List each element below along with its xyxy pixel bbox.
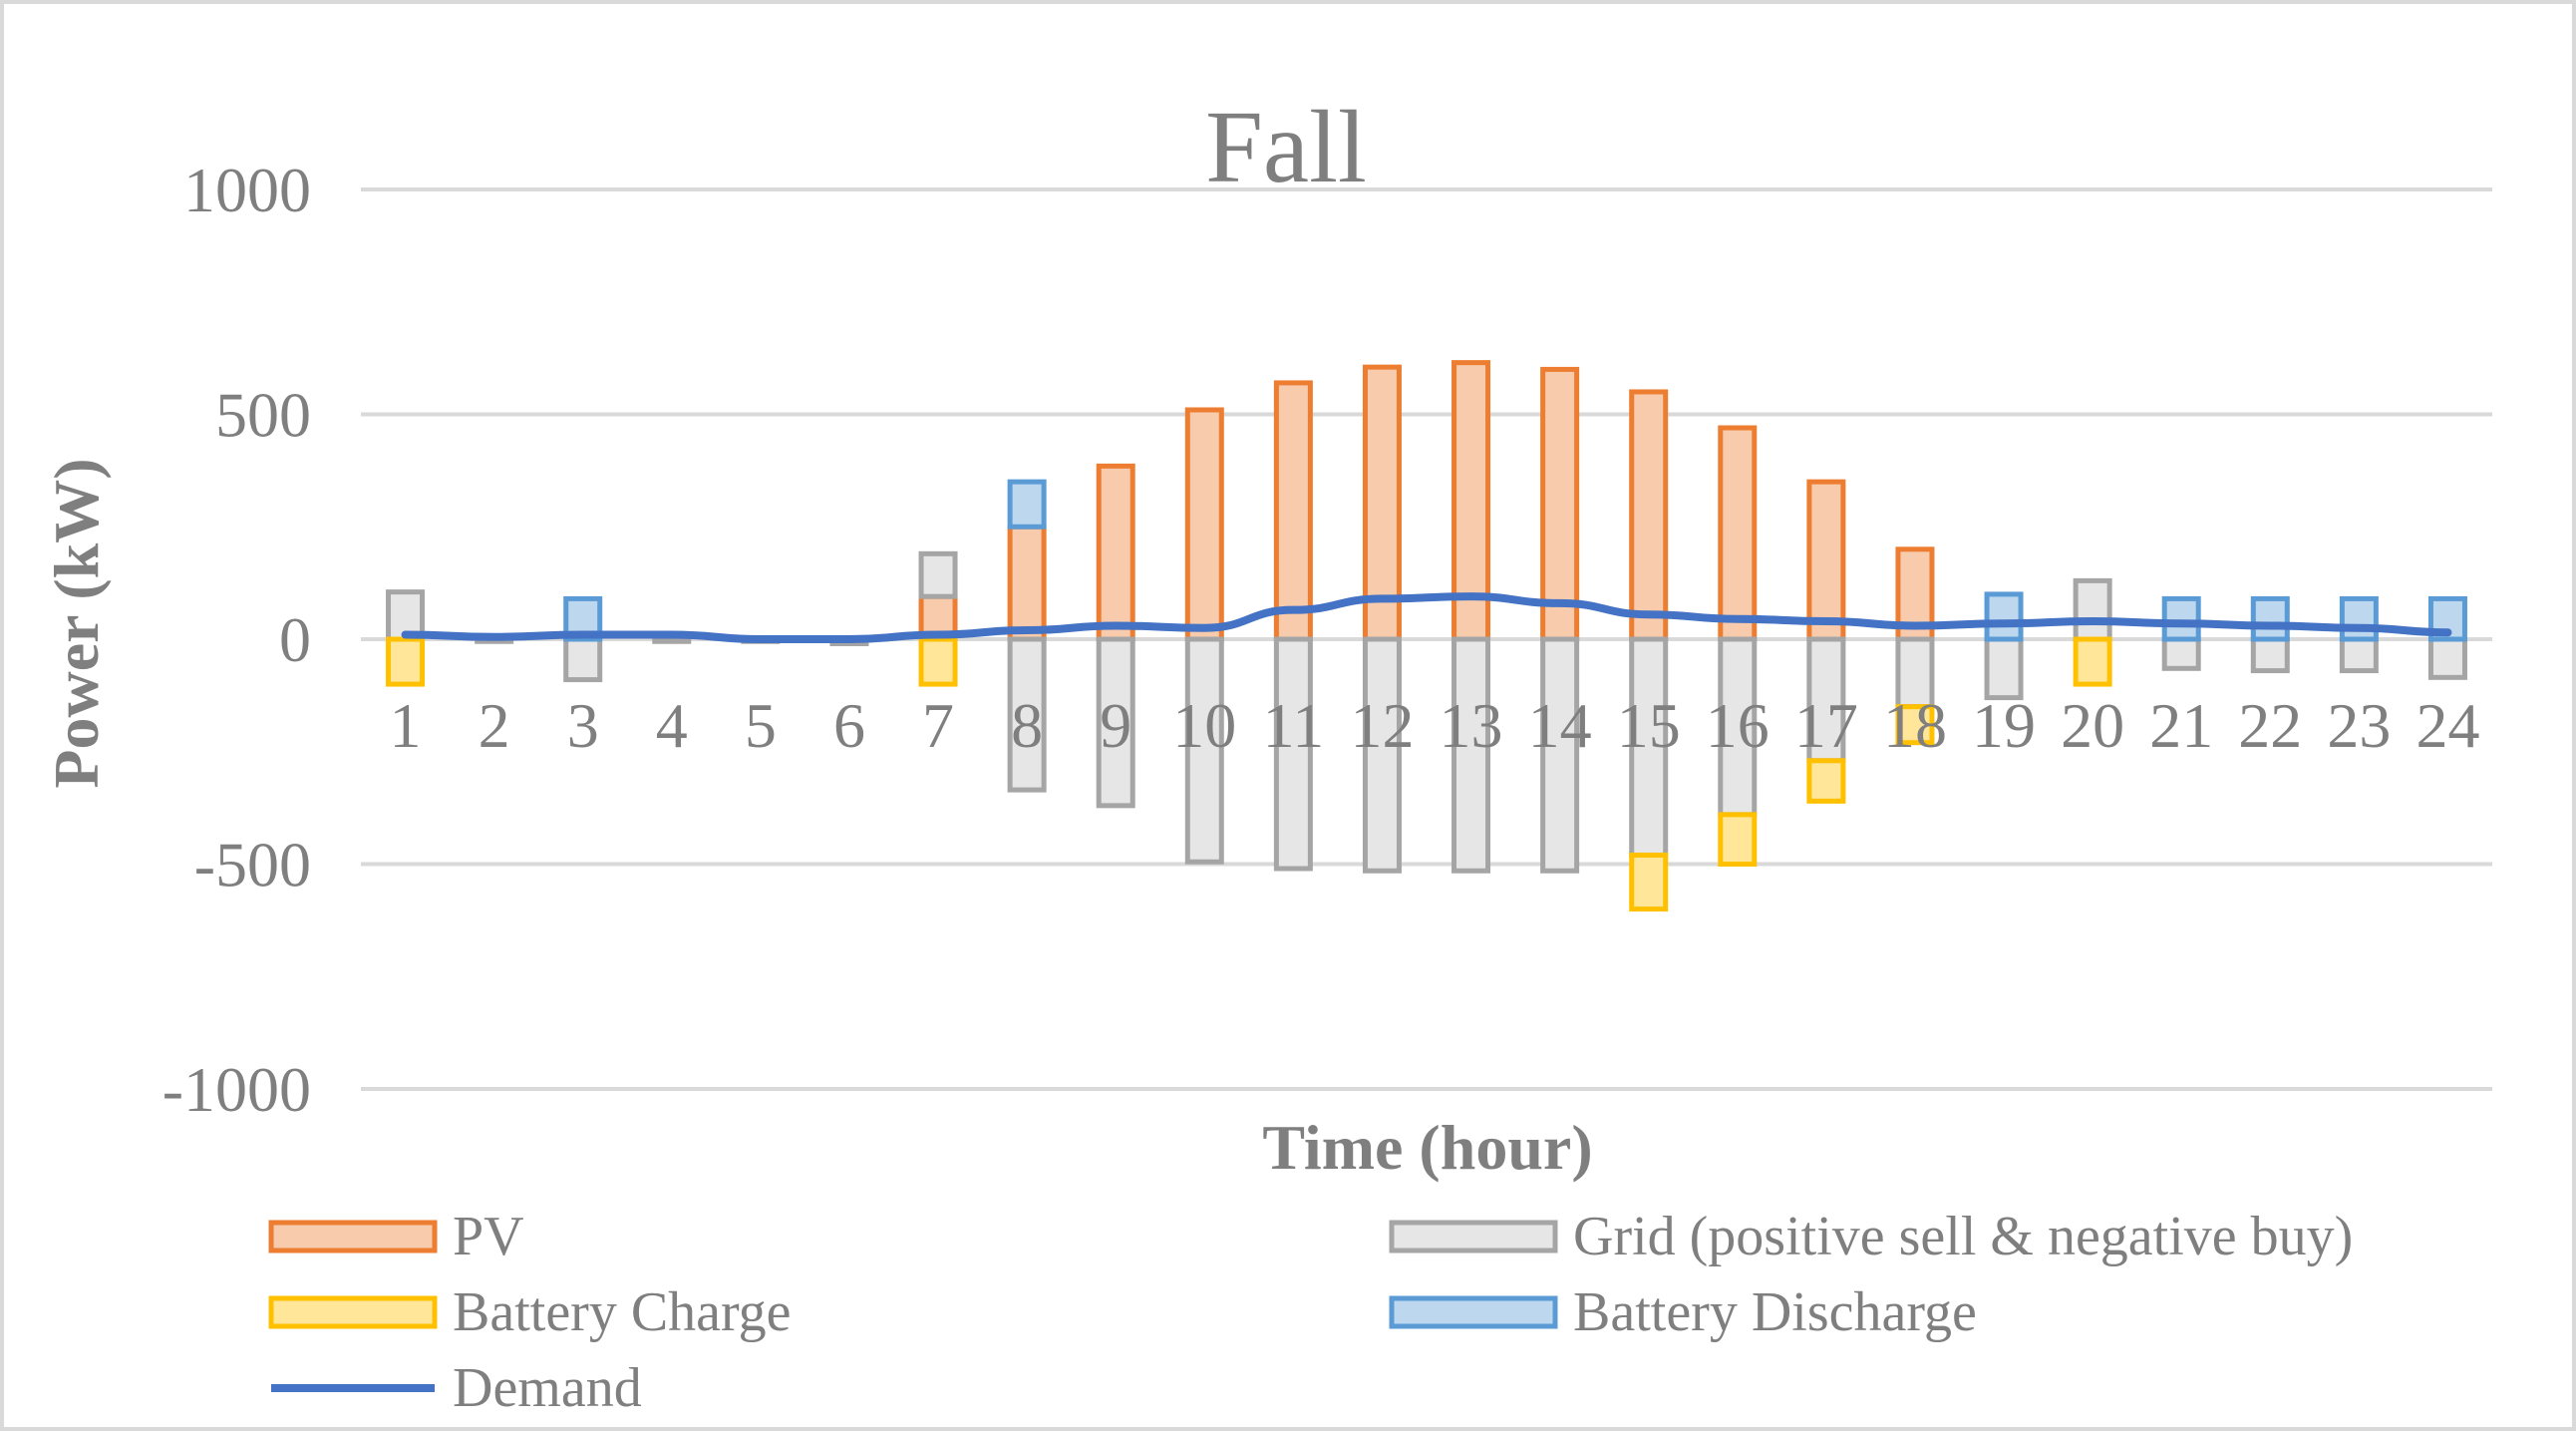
- battery-charge-bar: [386, 636, 426, 687]
- pv-bar: [1718, 425, 1758, 642]
- y-tick-label: -500: [194, 830, 311, 900]
- x-tick-label: 7: [922, 690, 954, 761]
- x-tick-label: 1: [390, 690, 422, 761]
- x-tick-label: 19: [1972, 690, 2036, 761]
- legend-label: Grid (positive sell & negative buy): [1573, 1206, 2353, 1267]
- legend-label: Battery Discharge: [1573, 1281, 1977, 1343]
- pv-bar: [1362, 364, 1402, 642]
- legend: PV Grid (positive sell & negative buy) Bat…: [268, 1206, 2353, 1419]
- battery-discharge-bar: [2161, 595, 2201, 642]
- grid-bar: [1629, 636, 1669, 858]
- x-tick-label: 16: [1706, 690, 1770, 761]
- pv-bar: [1629, 389, 1669, 642]
- battery-charge-bar: [1629, 852, 1669, 912]
- chart-title: Fall: [1205, 90, 1367, 204]
- pv-bar: [1540, 366, 1580, 642]
- legend-swatch: [1389, 1220, 1558, 1253]
- battery-discharge-bar: [1984, 591, 2024, 642]
- demand-line-layer: [401, 592, 2452, 644]
- battery-discharge-bar: [2250, 595, 2290, 642]
- battery-discharge-bar: [1007, 479, 1047, 530]
- x-tick-label: 12: [1350, 690, 1414, 761]
- x-tick-label: 10: [1172, 690, 1236, 761]
- x-tick-label: 2: [479, 690, 510, 761]
- legend-label: Demand: [453, 1357, 642, 1419]
- legend-label: Battery Charge: [453, 1281, 792, 1343]
- battery-charge-bar: [2073, 636, 2112, 687]
- x-tick-label: 17: [1794, 690, 1858, 761]
- x-tick-label: 4: [656, 690, 688, 761]
- x-tick-label: 20: [2061, 690, 2124, 761]
- y-tick-label: 1000: [183, 155, 311, 225]
- grid-bar: [918, 550, 958, 599]
- grid-bar: [1096, 636, 1135, 809]
- legend-swatch: [268, 1220, 438, 1253]
- grid-bar: [1007, 636, 1047, 793]
- grid-bar: [1984, 636, 2024, 701]
- legend-swatch: [1389, 1295, 1558, 1329]
- y-tick-label: -1000: [162, 1054, 311, 1125]
- grid-bar: [2339, 636, 2379, 674]
- x-axis-ticks: 1 2 3 4 5 6 7 8 9 10 11 12 13 14 15 16 17 18 19 20 21 22 23 24: [390, 690, 2480, 761]
- grid-bar: [1451, 636, 1491, 874]
- battery-charge-bar: [1806, 758, 1846, 804]
- x-tick-label: 6: [833, 690, 865, 761]
- grid-bar: [1273, 636, 1313, 872]
- grid-bar: [1540, 636, 1580, 874]
- grid-bar: [1184, 636, 1224, 865]
- demand-line: [401, 592, 2452, 644]
- x-tick-label: 15: [1617, 690, 1681, 761]
- pv-bar: [1273, 380, 1313, 642]
- x-tick-label: 11: [1263, 690, 1325, 761]
- bar-series: [386, 360, 2467, 912]
- y-axis-ticks: 1000 500 0 -500 -1000: [162, 155, 311, 1125]
- x-tick-label: 23: [2327, 690, 2391, 761]
- grid-bar: [563, 636, 603, 683]
- pv-bar: [1184, 407, 1224, 642]
- legend-swatch: [268, 1295, 438, 1329]
- grid-bar: [1718, 636, 1758, 818]
- y-tick-label: 0: [279, 604, 311, 675]
- grid-bar: [652, 636, 692, 644]
- y-axis-title: Power (kW): [41, 458, 112, 788]
- battery-charge-bar: [1718, 812, 1758, 868]
- x-tick-label: 14: [1528, 690, 1592, 761]
- x-tick-label: 21: [2149, 690, 2213, 761]
- grid-bar: [1362, 636, 1402, 874]
- x-tick-label: 24: [2415, 690, 2479, 761]
- y-tick-label: 500: [215, 380, 311, 451]
- legend-label: PV: [453, 1206, 524, 1267]
- x-tick-label: 22: [2238, 690, 2302, 761]
- pv-bar: [1007, 524, 1047, 642]
- battery-discharge-bar: [2339, 595, 2379, 642]
- x-tick-label: 18: [1883, 690, 1947, 761]
- battery-charge-bar: [918, 636, 958, 687]
- pv-bar: [1096, 463, 1135, 642]
- battery-charge-bar: [1895, 704, 1935, 746]
- x-tick-label: 8: [1011, 690, 1043, 761]
- pv-bar: [1806, 479, 1846, 642]
- grid-bar: [2161, 636, 2201, 671]
- x-tick-label: 5: [745, 690, 777, 761]
- grid-bar: [2250, 636, 2290, 674]
- x-axis-title: Time (hour): [1262, 1112, 1592, 1183]
- x-tick-label: 9: [1100, 690, 1131, 761]
- x-tick-label: 13: [1440, 690, 1503, 761]
- x-tick-label: 3: [567, 690, 599, 761]
- grid-bar: [2073, 577, 2112, 642]
- grid-bar: [2427, 636, 2467, 680]
